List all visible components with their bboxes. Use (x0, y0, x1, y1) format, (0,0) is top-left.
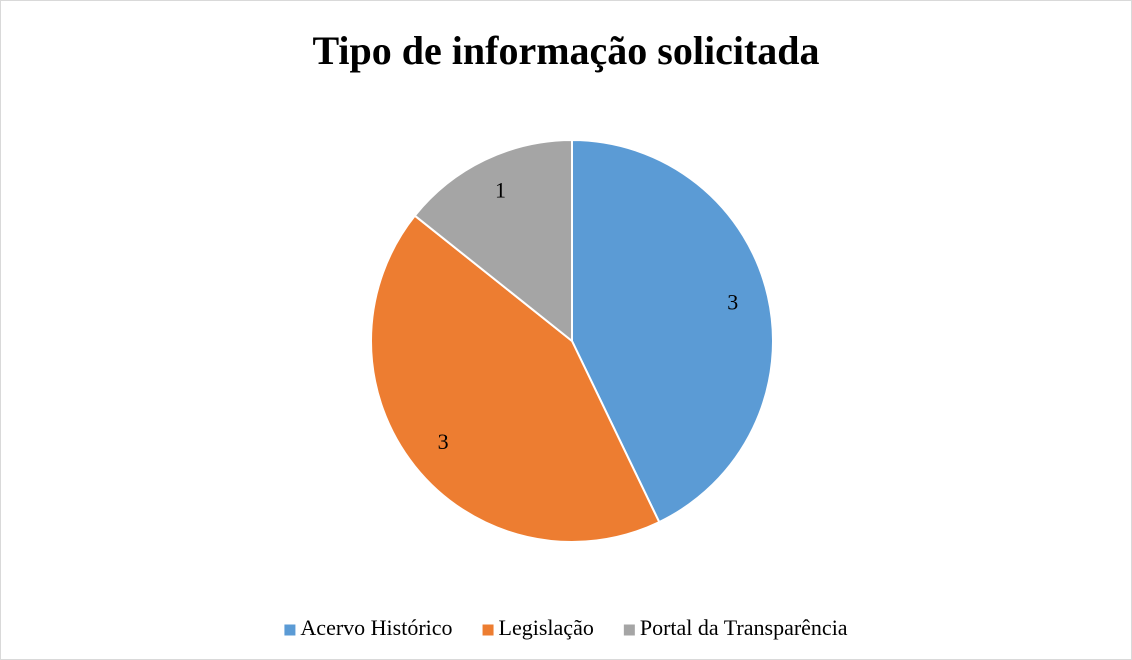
legend-label: Acervo Histórico (300, 615, 452, 640)
data-label: 3 (438, 429, 449, 454)
pie-slice (370, 214, 661, 543)
data-label: 1 (495, 178, 506, 203)
pie-slice (571, 138, 774, 524)
legend-marker (623, 624, 635, 636)
legend-marker (482, 624, 494, 636)
pie-slice (413, 138, 573, 344)
chart-title: Tipo de informação solicitada (312, 28, 819, 73)
legend-label: Legislação (499, 615, 594, 640)
data-label: 3 (727, 289, 738, 314)
legend-marker (284, 624, 296, 636)
legend-label: Portal da Transparência (640, 615, 848, 640)
